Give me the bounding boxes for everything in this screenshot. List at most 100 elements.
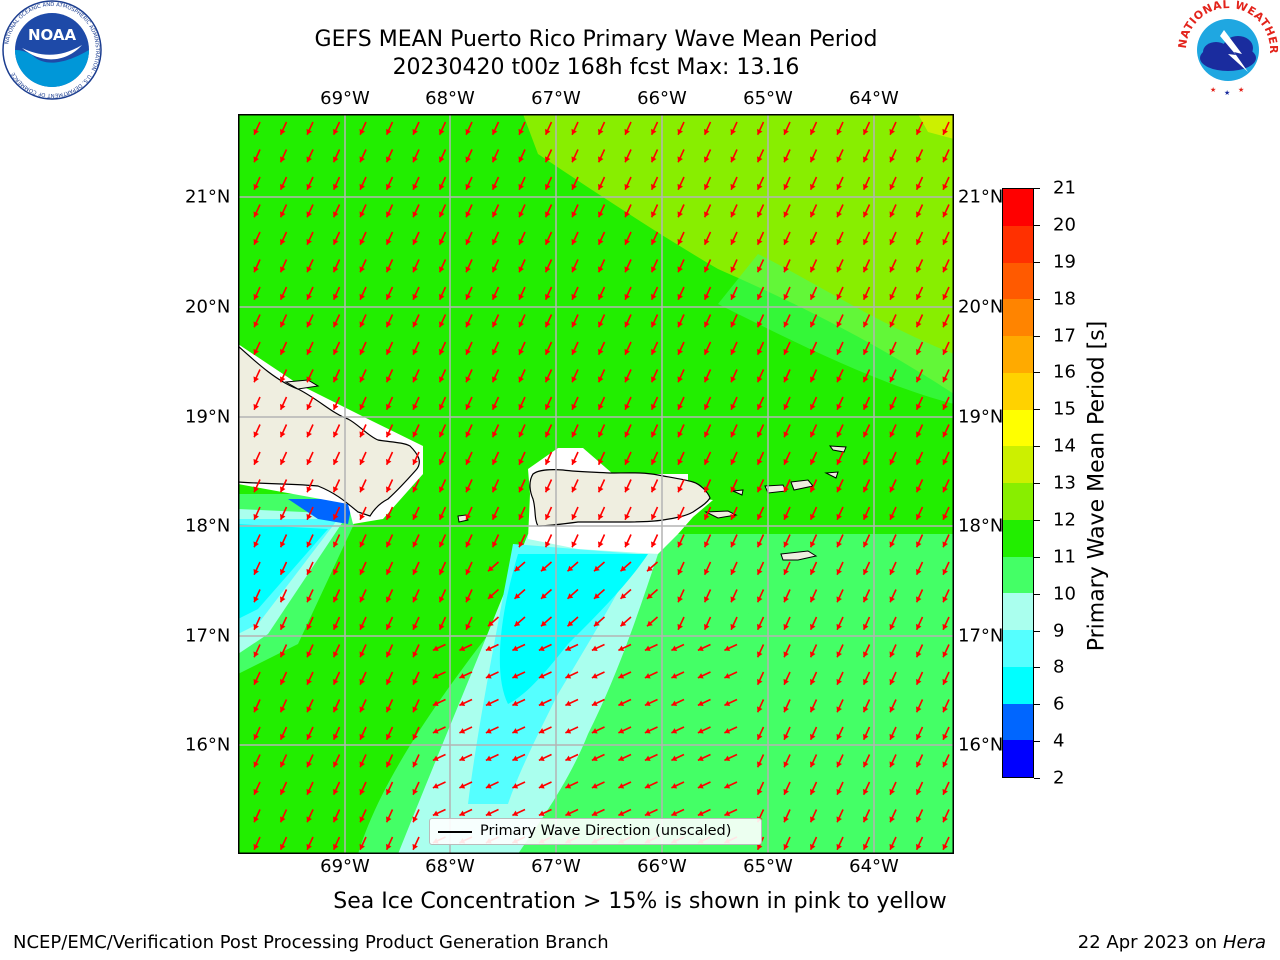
wave-vector-head — [465, 458, 471, 465]
wave-vector-head — [836, 541, 842, 548]
wave-vector-head — [438, 266, 445, 273]
wave-vector-head — [677, 183, 683, 190]
wave-vector-head — [332, 183, 339, 190]
wave-vector-head — [597, 321, 604, 328]
wave-vector-head — [836, 128, 842, 135]
wave-vector-head — [942, 183, 948, 190]
svg-text:★: ★ — [1210, 86, 1216, 94]
wave-vector-head — [253, 816, 259, 823]
wave-vector-head — [703, 568, 710, 575]
wave-vector-head — [565, 755, 572, 761]
wave-vector-head — [862, 568, 869, 575]
map-panel — [238, 114, 954, 854]
wave-vector-head — [565, 673, 572, 679]
wave-vector-head — [306, 431, 312, 438]
wave-vector-head — [783, 816, 789, 823]
map-border — [238, 114, 954, 854]
colorbar-segment — [1003, 556, 1033, 594]
wave-vector-head — [809, 376, 816, 383]
wave-vector-head — [253, 706, 259, 713]
lat-label-left: 20°N — [185, 296, 231, 318]
wave-vector-head — [650, 348, 657, 355]
wave-vector-head — [809, 651, 816, 658]
wave-vector-head — [465, 623, 471, 630]
colorbar-segment — [1003, 299, 1033, 336]
wave-vector-head — [783, 348, 789, 355]
wave-vector-head — [809, 458, 816, 465]
wave-vector-head — [332, 458, 339, 465]
wave-vector-head — [253, 623, 259, 630]
wave-vector-head — [565, 700, 572, 706]
wave-vector-head — [783, 678, 789, 685]
wave-vector-head — [412, 293, 418, 300]
wave-vector-head — [836, 706, 842, 713]
wave-vector-head — [756, 596, 763, 603]
wave-vector-head — [889, 486, 895, 493]
wave-vector-head — [253, 156, 259, 163]
footer-host: Hera — [1222, 932, 1266, 953]
wave-vector-head — [836, 458, 842, 465]
wave-vector-head — [836, 733, 842, 740]
wave-vector-head — [544, 293, 551, 300]
wave-vector-head — [518, 266, 524, 273]
wave-vector-head — [915, 403, 922, 410]
lon-label-top: 68°W — [425, 88, 475, 109]
wave-vector-head — [465, 238, 471, 245]
wave-vector-head — [465, 321, 471, 328]
wave-vector-head — [836, 486, 842, 493]
wave-vector-head — [836, 293, 842, 300]
wave-vector-head — [385, 486, 392, 493]
wave-vector-head — [279, 156, 286, 163]
wave-vector-head — [889, 568, 895, 575]
wave-vector-head — [459, 645, 466, 651]
wave-vector-head — [703, 486, 710, 493]
wave-vector-head — [412, 183, 418, 190]
land-hispaniola — [238, 345, 420, 517]
wave-vector-head — [618, 645, 625, 651]
wave-vector-head — [915, 623, 922, 630]
wave-vector-head — [412, 321, 418, 328]
wave-vector-head — [862, 541, 869, 548]
wave-vector-head — [253, 843, 259, 850]
wave-vector-head — [862, 321, 869, 328]
wave-vector-head — [438, 403, 445, 410]
wave-vector-head — [359, 761, 365, 768]
wave-vector-head — [862, 816, 869, 823]
wave-vector-head — [730, 458, 736, 465]
wave-vector-head — [253, 541, 259, 548]
wave-vector-head — [783, 211, 789, 218]
wave-vector-head — [915, 706, 922, 713]
wave-vector-head — [438, 321, 445, 328]
wave-vector-head — [730, 541, 736, 548]
wave-vector-head — [644, 645, 651, 651]
wave-vector-head — [332, 843, 339, 850]
wave-vector-head — [677, 568, 683, 575]
wave-vector-head — [703, 348, 710, 355]
wave-vector-head — [253, 403, 259, 410]
wave-vector-head — [544, 156, 551, 163]
wave-vector-head — [359, 596, 365, 603]
wave-vector-head — [491, 128, 498, 135]
wave-vector-head — [836, 183, 842, 190]
colorbar-tick-label: 18 — [1053, 288, 1076, 310]
wave-vector-head — [332, 376, 339, 383]
wave-vector-head — [703, 321, 710, 328]
wave-vector-head — [942, 431, 948, 438]
lon-label-top: 69°W — [320, 88, 370, 109]
wave-vector-head — [571, 458, 577, 465]
wave-vector-head — [514, 565, 521, 572]
wave-vector-head — [618, 755, 625, 761]
wave-vector-head — [332, 596, 339, 603]
land-culebra — [731, 489, 744, 496]
colorbar-tick-label: 11 — [1053, 546, 1076, 568]
wave-vector-head — [597, 211, 604, 218]
wave-vector-head — [544, 513, 551, 520]
lat-label-right: 19°N — [958, 406, 1004, 428]
colorbar-tick — [1034, 630, 1040, 632]
wave-vector-head — [359, 266, 365, 273]
wave-vector-head — [412, 348, 418, 355]
wave-vector-head — [756, 651, 763, 658]
wave-vector-head — [730, 238, 736, 245]
wave-vector-head — [942, 321, 948, 328]
wave-vector-head — [412, 788, 418, 795]
